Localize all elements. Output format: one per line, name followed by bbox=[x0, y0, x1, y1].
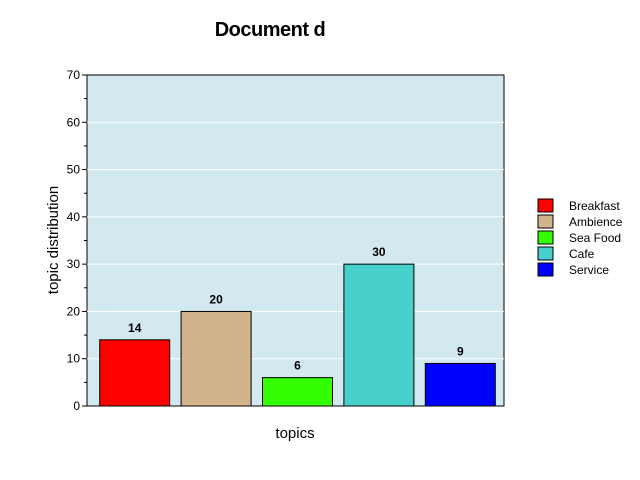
bars bbox=[99, 263, 496, 407]
y-tick-label: 30 bbox=[67, 257, 81, 271]
legend-swatch bbox=[537, 262, 554, 277]
y-tick-label: 60 bbox=[67, 115, 81, 129]
data-labels: 14 20 6 30 9 bbox=[128, 245, 464, 372]
bar-sea-food bbox=[261, 377, 334, 407]
bar-cafe bbox=[343, 263, 415, 407]
y-tick-label: 70 bbox=[67, 68, 81, 82]
data-label: 20 bbox=[209, 292, 223, 306]
bar-breakfast bbox=[99, 339, 171, 407]
legend-swatch bbox=[537, 214, 554, 229]
y-axis-ticks: 0 10 20 30 40 50 60 70 bbox=[67, 68, 87, 413]
y-tick-label: 50 bbox=[67, 163, 81, 177]
bar-service bbox=[424, 362, 496, 407]
y-tick-label: 0 bbox=[73, 399, 80, 413]
legend-swatch bbox=[537, 230, 554, 245]
legend-swatch bbox=[537, 198, 554, 213]
data-label: 9 bbox=[457, 344, 464, 358]
bar-ambience bbox=[180, 310, 252, 407]
data-label: 14 bbox=[128, 321, 142, 335]
y-tick-label: 10 bbox=[67, 352, 81, 366]
legend-label: Cafe bbox=[569, 247, 595, 261]
legend: Breakfast Ambience Sea Food Cafe Service bbox=[537, 198, 623, 277]
legend-label: Service bbox=[569, 263, 609, 277]
legend-label: Ambience bbox=[569, 215, 623, 229]
x-axis-label: topics bbox=[275, 425, 314, 442]
y-tick-label: 40 bbox=[67, 210, 81, 224]
legend-label: Breakfast bbox=[569, 199, 620, 213]
chart-title: Document d bbox=[215, 19, 326, 41]
legend-swatch bbox=[537, 246, 554, 261]
y-axis-label: topic distribution bbox=[45, 186, 62, 294]
data-label: 30 bbox=[372, 245, 386, 259]
data-label: 6 bbox=[294, 359, 301, 373]
y-tick-label: 20 bbox=[67, 304, 81, 318]
legend-label: Sea Food bbox=[569, 231, 621, 245]
